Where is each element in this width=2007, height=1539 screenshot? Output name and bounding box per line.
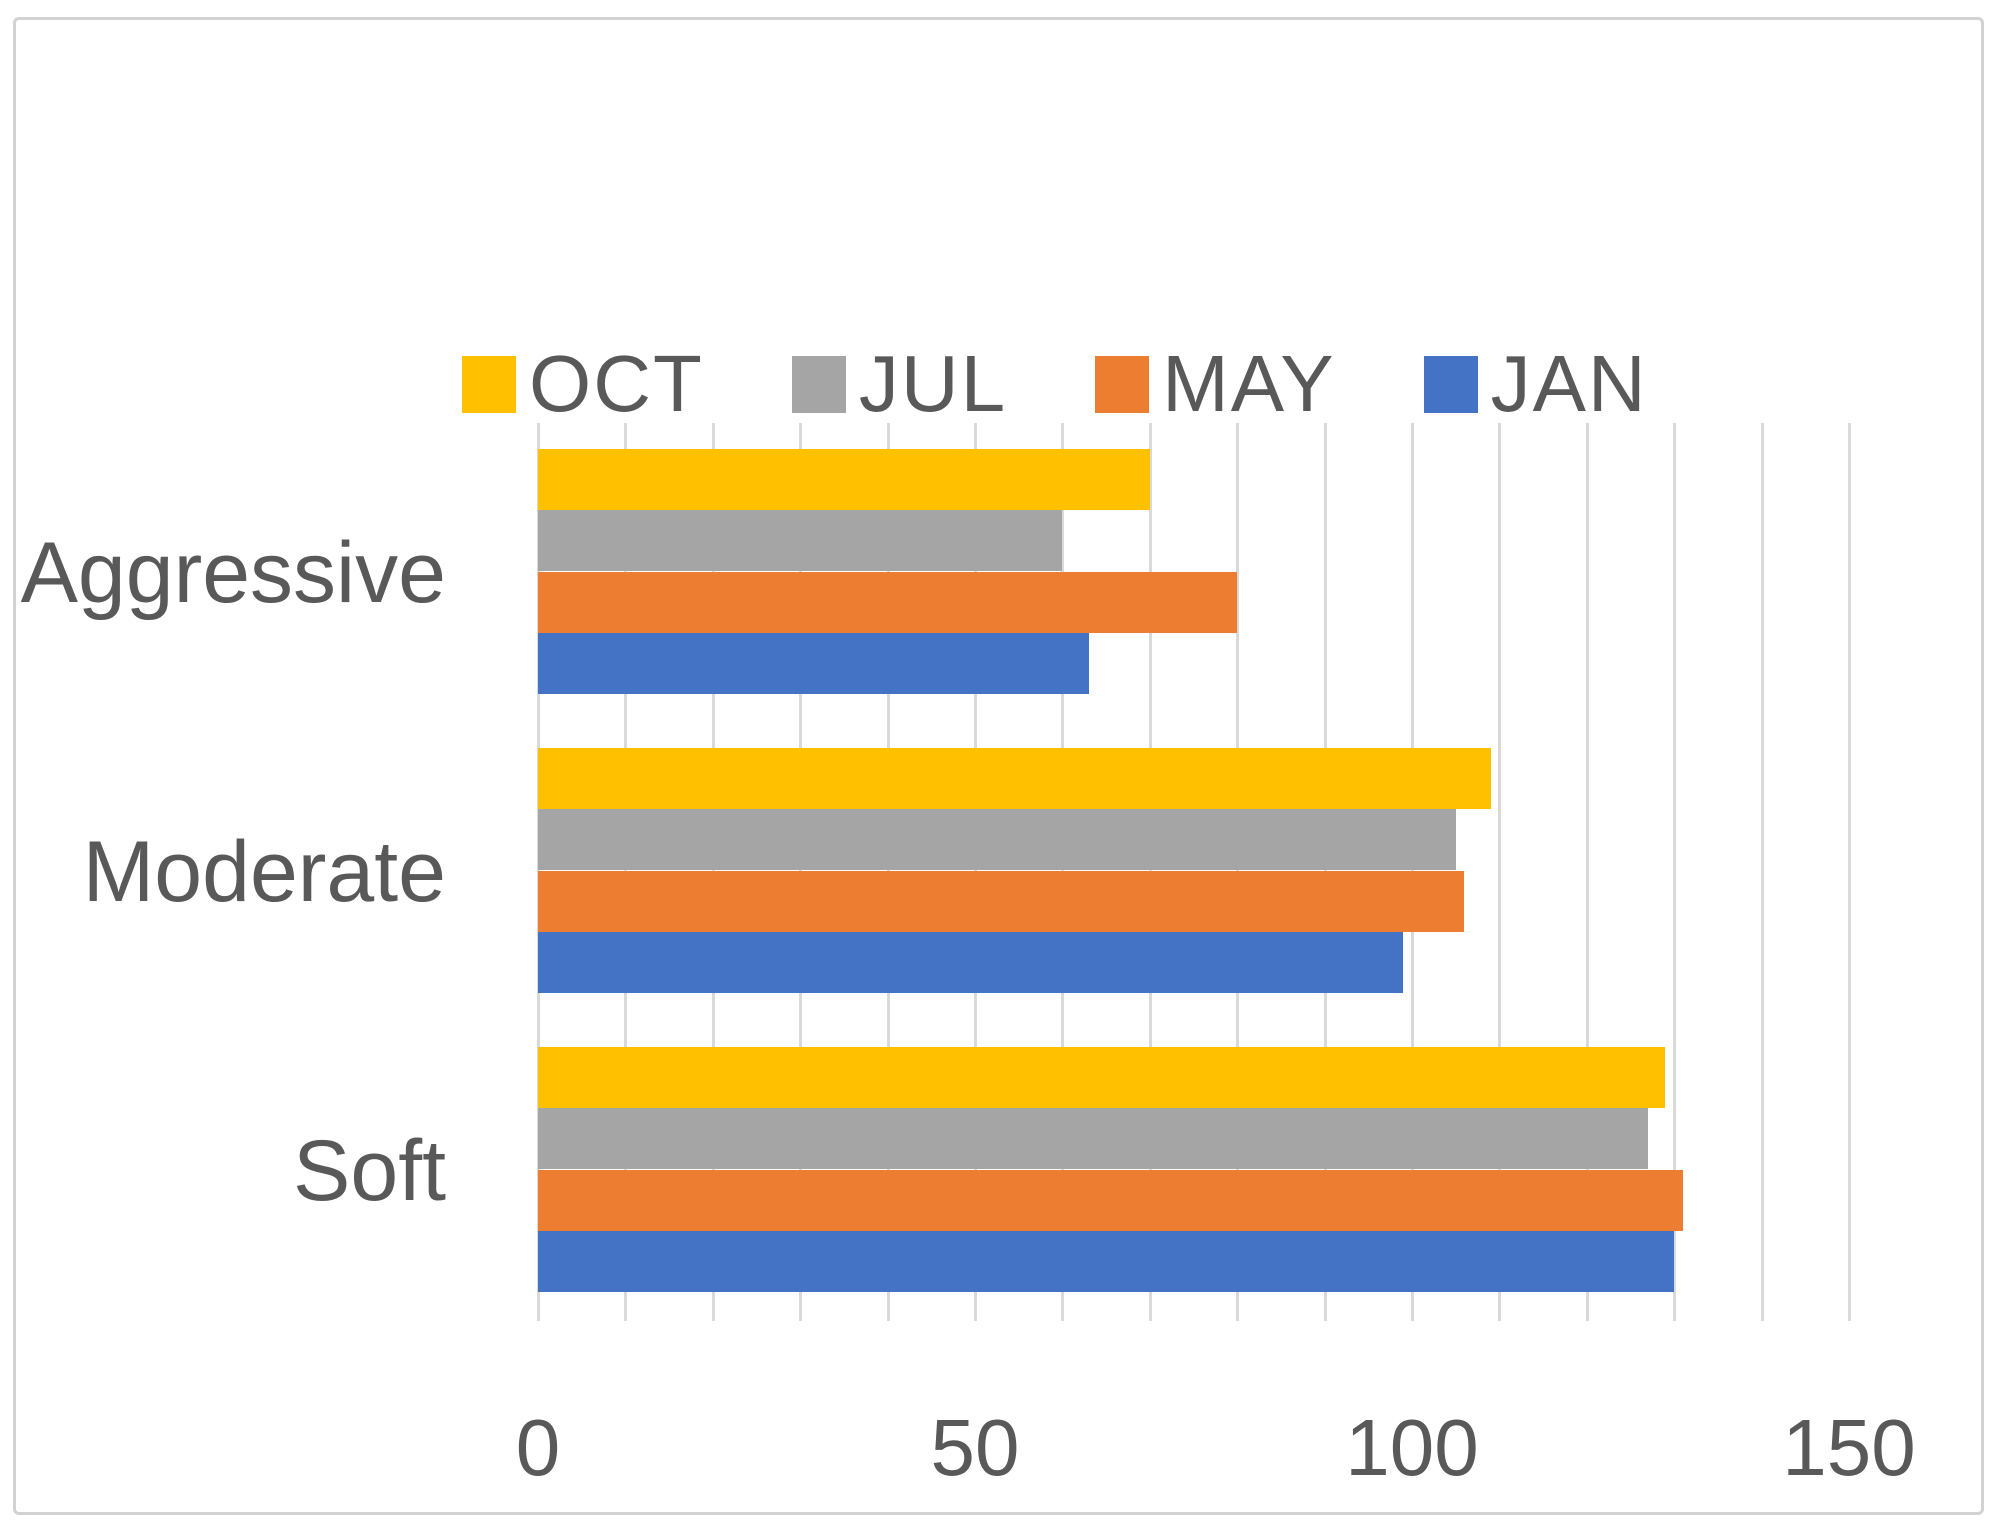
bar-aggressive-oct bbox=[538, 449, 1150, 510]
category-label-moderate: Moderate bbox=[82, 823, 446, 920]
legend-item-may: MAY bbox=[1095, 344, 1335, 424]
legend-item-oct: OCT bbox=[462, 344, 704, 424]
bar-soft-oct bbox=[538, 1047, 1665, 1108]
category-label-aggressive: Aggressive bbox=[20, 524, 446, 621]
category-label-soft: Soft bbox=[293, 1122, 446, 1219]
bar-aggressive-may bbox=[538, 572, 1237, 633]
x-tick-label-100: 100 bbox=[1345, 1403, 1479, 1492]
legend-swatch-jan bbox=[1423, 355, 1478, 413]
bar-soft-jul bbox=[538, 1108, 1648, 1169]
gridline-110 bbox=[1498, 423, 1502, 1321]
legend-label-jan: JAN bbox=[1490, 339, 1648, 428]
legend-label-may: MAY bbox=[1162, 339, 1336, 428]
gridline-120 bbox=[1585, 423, 1589, 1321]
legend-swatch-oct bbox=[462, 355, 516, 413]
bar-moderate-oct bbox=[538, 748, 1491, 809]
bar-moderate-may bbox=[538, 871, 1464, 932]
bar-aggressive-jan bbox=[538, 633, 1089, 694]
bar-moderate-jul bbox=[538, 809, 1456, 870]
legend-label-jul: JUL bbox=[858, 339, 1008, 428]
legend-item-jan: JAN bbox=[1423, 339, 1648, 428]
gridline-130 bbox=[1673, 423, 1677, 1321]
bar-moderate-jan bbox=[538, 932, 1403, 993]
legend-label-oct: OCT bbox=[529, 339, 704, 428]
x-tick-label-50: 50 bbox=[930, 1403, 1020, 1492]
plot-area bbox=[537, 423, 1940, 1321]
x-tick-label-150: 150 bbox=[1782, 1403, 1916, 1492]
bar-soft-jan bbox=[538, 1231, 1674, 1292]
chart-legend: OCT JUL MAY JAN bbox=[462, 344, 1648, 424]
x-tick-label-0: 0 bbox=[515, 1403, 561, 1492]
legend-swatch-jul bbox=[791, 355, 846, 413]
gridline-150 bbox=[1848, 423, 1851, 1321]
gridline-140 bbox=[1760, 423, 1764, 1321]
legend-item-jul: JUL bbox=[791, 339, 1008, 428]
bar-soft-may bbox=[538, 1170, 1683, 1231]
bar-aggressive-jul bbox=[538, 510, 1062, 571]
legend-swatch-may bbox=[1095, 355, 1150, 413]
